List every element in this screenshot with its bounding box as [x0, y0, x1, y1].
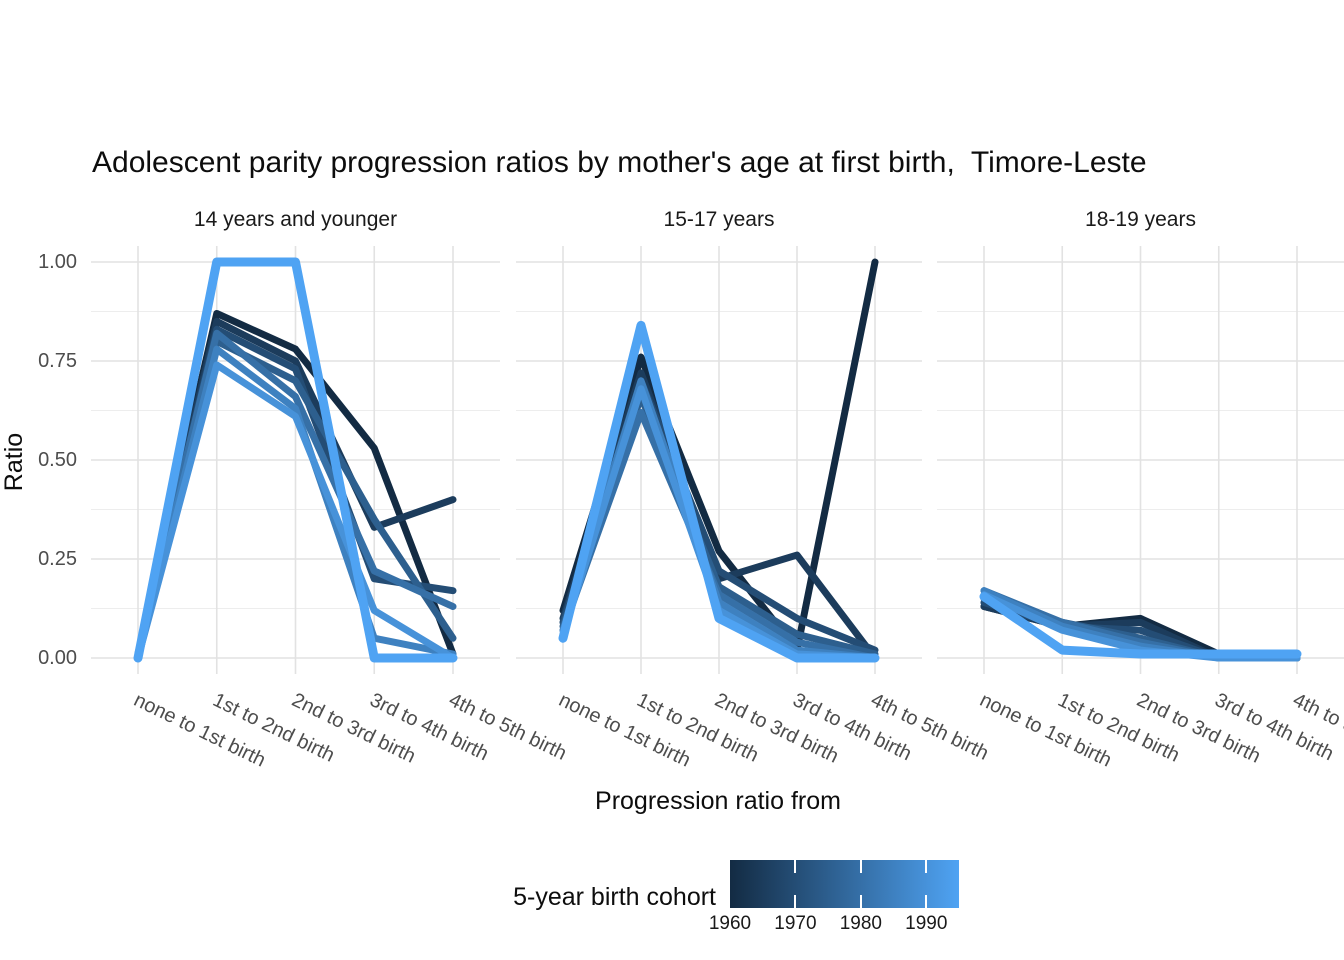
legend-tick-mark — [859, 860, 862, 873]
cohort-line-1995 — [979, 592, 1302, 659]
legend-tick-label: 1990 — [905, 913, 948, 934]
cohort-line-1995 — [133, 257, 458, 663]
x-tick-label: none to 1st birth — [130, 689, 269, 772]
legend-tick-mark — [794, 860, 797, 873]
x-axis-title: Progression ratio from — [595, 787, 841, 815]
legend-tick-mark — [925, 895, 928, 908]
legend-tick-mark — [794, 895, 797, 908]
y-tick-label: 0.75 — [38, 350, 77, 372]
facet-panel-1 — [91, 246, 500, 674]
legend-tick-label: 1970 — [774, 913, 817, 934]
y-tick-label: 0.25 — [38, 548, 77, 570]
y-tick-label: 1.00 — [38, 251, 77, 273]
legend-tick-label: 1960 — [708, 913, 752, 934]
x-tick-label: none to 1st birth — [976, 689, 1115, 772]
facet-strip-label: 18-19 years — [1085, 208, 1196, 231]
cohort-line-1990 — [134, 361, 457, 662]
x-tick-label: none to 1st birth — [555, 689, 694, 772]
y-tick-label: 0.50 — [38, 449, 77, 471]
facet-panel-3 — [937, 246, 1344, 674]
facet-strip-label: 15-17 years — [663, 208, 775, 231]
y-tick-label: 0.00 — [38, 647, 77, 669]
legend-tick-mark — [859, 895, 862, 908]
legend-tick-mark — [925, 860, 928, 873]
legend-tick-label: 1980 — [839, 913, 882, 934]
legend-gradient-bar — [730, 860, 959, 908]
facet-panel-2 — [516, 246, 922, 674]
cohort-line-1995 — [558, 320, 880, 663]
facet-strip-label: 14 years and younger — [193, 208, 398, 231]
legend-title: 5-year birth cohort — [513, 883, 716, 911]
chart-title: Adolescent parity progression ratios by … — [92, 146, 1147, 179]
